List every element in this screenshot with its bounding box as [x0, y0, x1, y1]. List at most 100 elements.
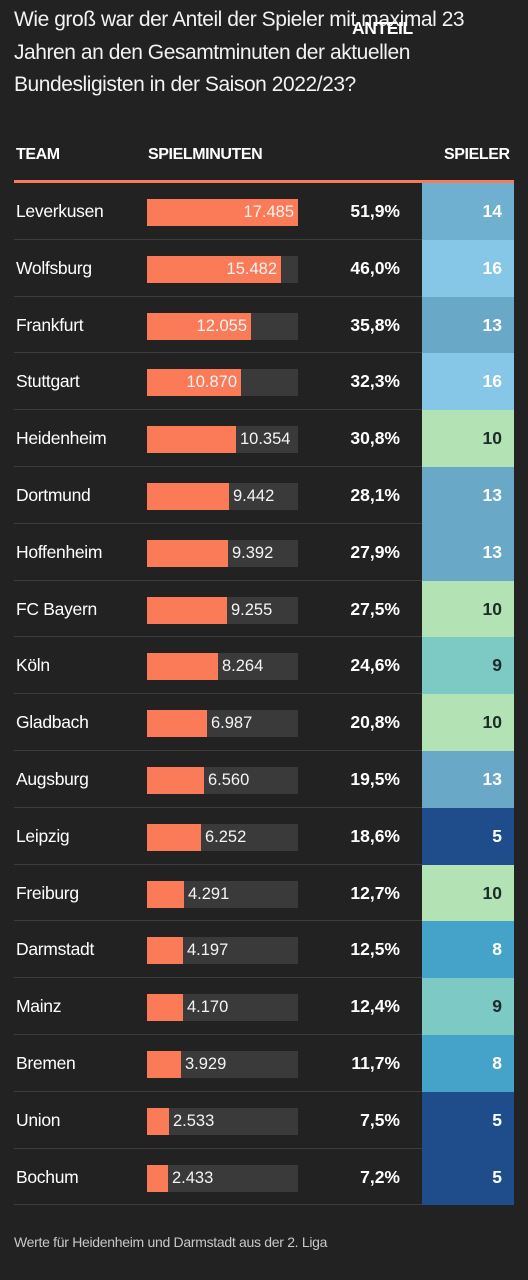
- table-row: Bremen 3.929 11,7% 8: [0, 1034, 528, 1092]
- table-row: Union 2.533 7,5% 5: [0, 1091, 528, 1149]
- minutes-bar: [147, 710, 207, 738]
- team-name: Heidenheim: [16, 428, 107, 449]
- share-value: 27,5%: [350, 598, 400, 619]
- share-value: 7,2%: [360, 1166, 400, 1187]
- minutes-bar-track: 2.533: [147, 1107, 298, 1135]
- minutes-label: 6.252: [205, 827, 247, 846]
- minutes-bar: [147, 312, 251, 340]
- share-value: 12,7%: [350, 882, 400, 903]
- players-value: 5: [492, 825, 502, 846]
- chart-title: Wie groß war der Anteil der Spieler mit …: [14, 8, 465, 96]
- minutes-label: 4.291: [188, 884, 230, 903]
- team-name: Frankfurt: [16, 314, 84, 335]
- team-name: Mainz: [16, 996, 62, 1017]
- row-divider: [14, 1033, 422, 1035]
- players-cell: 13: [422, 296, 514, 354]
- team-name: Köln: [16, 655, 50, 676]
- minutes-bar-track: 9.442: [147, 482, 298, 510]
- row-divider: [14, 863, 422, 865]
- row-divider: [14, 806, 422, 808]
- table-row: Augsburg 6.560 19,5% 13: [0, 750, 528, 808]
- minutes-label: 15.482: [226, 259, 277, 278]
- minutes-bar: [147, 937, 183, 965]
- players-value: 16: [482, 371, 502, 392]
- minutes-bar-track: 2.433: [147, 1164, 298, 1192]
- minutes-label: 9.442: [233, 486, 275, 505]
- team-name: Bochum: [16, 1166, 79, 1187]
- minutes-label: 3.929: [185, 1054, 227, 1073]
- team-name: Stuttgart: [16, 371, 80, 392]
- players-cell: 16: [422, 353, 514, 411]
- players-cell: 9: [422, 978, 514, 1035]
- row-divider: [14, 1204, 422, 1206]
- table-row: Hoffenheim 9.392 27,9% 13: [0, 523, 528, 581]
- team-name: Leverkusen: [16, 201, 104, 221]
- share-value: 19,5%: [350, 768, 400, 789]
- minutes-bar-track: 9.392: [147, 539, 298, 567]
- players-value: 8: [492, 939, 502, 960]
- share-value: 12,4%: [350, 996, 400, 1017]
- share-value: 11,7%: [351, 1052, 400, 1073]
- share-value: 24,6%: [350, 655, 400, 676]
- minutes-label: 2.533: [173, 1111, 215, 1130]
- minutes-bar-track: 4.291: [147, 880, 298, 908]
- minutes-bar: [147, 596, 227, 624]
- table-row: Heidenheim 10.354 30,8% 10: [0, 410, 528, 467]
- table-row: Gladbach 6.987 20,8% 10: [0, 694, 528, 751]
- minutes-label: 4.197: [187, 941, 229, 960]
- share-value: 12,5%: [350, 939, 400, 960]
- share-value: 30,8%: [350, 428, 400, 449]
- minutes-bar: [147, 426, 236, 454]
- header-team: TEAM: [16, 146, 60, 163]
- players-value: 10: [482, 712, 502, 733]
- header-share: ANTEIL: [352, 18, 413, 38]
- minutes-bar-track: 6.987: [147, 710, 298, 738]
- minutes-label: 9.392: [232, 543, 274, 562]
- team-name: Leipzig: [16, 825, 70, 846]
- players-value: 9: [492, 655, 502, 676]
- minutes-bar: [147, 1050, 181, 1078]
- row-divider: [14, 977, 422, 979]
- minutes-label: 6.560: [208, 770, 250, 789]
- header-divider: [14, 180, 514, 183]
- minutes-bar-track: 6.252: [147, 823, 298, 851]
- minutes-bar: [147, 539, 228, 567]
- team-name: Dortmund: [16, 484, 91, 505]
- players-cell: 10: [422, 864, 514, 922]
- minutes-bar: [147, 369, 241, 397]
- players-cell: 16: [422, 239, 514, 297]
- team-name: Union: [16, 1109, 61, 1130]
- team-name: FC Bayern: [16, 598, 97, 619]
- minutes-bar-track: 4.170: [147, 994, 298, 1022]
- table-row: Dortmund 9.442 28,1% 13: [0, 466, 528, 524]
- minutes-bar-track: 3.929: [147, 1050, 298, 1078]
- minutes-bar-track: 4.197: [147, 937, 298, 965]
- team-name: Wolfsburg: [16, 257, 92, 278]
- table-row: Freiburg 4.291 12,7% 10: [0, 864, 528, 922]
- table-row: Köln 8.264 24,6% 9: [0, 637, 528, 695]
- row-divider: [14, 636, 422, 638]
- minutes-bar-track: 15.482: [147, 255, 298, 283]
- row-divider: [14, 1090, 422, 1092]
- minutes-label: 12.055: [196, 316, 247, 335]
- minutes-label: 9.255: [231, 600, 273, 619]
- share-value: 27,9%: [350, 541, 400, 562]
- share-value: 28,1%: [350, 484, 400, 505]
- minutes-label: 10.870: [186, 373, 237, 392]
- row-divider: [14, 465, 422, 467]
- share-value: 32,3%: [350, 371, 400, 392]
- players-cell: 13: [422, 466, 514, 524]
- minutes-bar: [147, 1164, 168, 1192]
- minutes-bar: [147, 482, 229, 510]
- players-cell: 5: [422, 1148, 514, 1206]
- players-value: 16: [482, 257, 502, 278]
- header-players: SPIELER: [444, 146, 510, 163]
- minutes-bar: [147, 823, 201, 851]
- players-value: 8: [492, 1052, 502, 1073]
- share-value: 7,5%: [360, 1109, 400, 1130]
- players-cell: 13: [422, 750, 514, 808]
- row-divider: [14, 1147, 422, 1149]
- minutes-label: 6.987: [211, 714, 253, 733]
- minutes-bar: [147, 653, 218, 681]
- table-row: Stuttgart 10.870 32,3% 16: [0, 353, 528, 411]
